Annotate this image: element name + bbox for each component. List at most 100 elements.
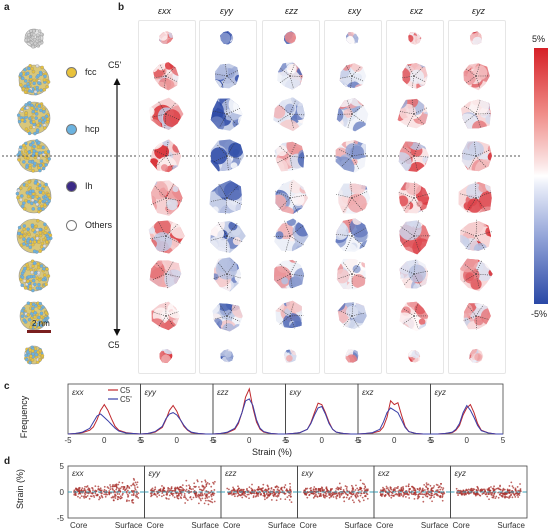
strain-map-c3-r7 xyxy=(337,302,367,330)
scatter-title-2: εzz xyxy=(225,469,237,478)
scatter-title-4: εxz xyxy=(378,469,390,478)
histogram-3-tick-1: 0 xyxy=(320,436,325,445)
strain-map-c0-r3 xyxy=(150,139,182,173)
histogram-1-tick-1: 0 xyxy=(175,436,180,445)
strain-map-c2-r1 xyxy=(277,61,303,90)
strain-map-c2-r2 xyxy=(273,97,306,132)
panel-d-scatter: 5 0 -5 εxx Core Surface εyy Core Surface εzz Core S… xyxy=(57,462,528,529)
scatter-2-surface-label: Surface xyxy=(268,521,296,529)
histogram-0-series-0 xyxy=(67,403,141,435)
strain-map-c5-r0 xyxy=(469,31,482,45)
strain-map-c2-r7 xyxy=(275,300,304,329)
strain-map-c1-r2 xyxy=(210,98,243,131)
nanoparticle-6 xyxy=(18,259,51,293)
strain-map-c1-r6 xyxy=(212,257,242,292)
scale-bar-label: 2 nm xyxy=(32,319,50,328)
strain-map-c5-r6 xyxy=(460,258,493,292)
histogram-4-series-1 xyxy=(357,407,431,435)
histogram-2-tick-0: -5 xyxy=(209,436,217,445)
histogram-1-series-1 xyxy=(140,412,213,435)
legend-fcc-label: fcc xyxy=(85,67,97,77)
panel-c-legend-label-0: C5 xyxy=(120,386,131,395)
scatter-title-1: εyy xyxy=(149,469,162,478)
column-frame-exz xyxy=(386,20,444,374)
strain-map-grid xyxy=(148,31,493,364)
histogram-5-series-0 xyxy=(430,403,503,435)
histogram-4-tick-0: -5 xyxy=(354,436,362,445)
strain-map-c5-r3 xyxy=(460,140,493,172)
panel-label-a: a xyxy=(4,2,10,13)
hcp-swatch-icon xyxy=(66,124,77,136)
histogram-3-tick-2: 5 xyxy=(356,436,361,445)
strain-map-c4-r6 xyxy=(399,258,430,289)
strain-map-c1-r3 xyxy=(210,139,245,172)
strain-map-c1-r8 xyxy=(220,349,234,363)
panel-d-ytick-1: 0 xyxy=(60,488,65,497)
histogram-5: εyz -5 0 5 xyxy=(427,383,506,445)
legend-hcp-label: hcp xyxy=(85,124,100,134)
strain-map-c0-r6 xyxy=(149,260,182,290)
strain-map-c0-r8 xyxy=(159,349,174,363)
nanoparticle-1 xyxy=(18,64,51,96)
legend-others: Others xyxy=(66,220,113,232)
scatter-3-surface-label: Surface xyxy=(344,521,372,529)
histogram-2-tick-1: 0 xyxy=(247,436,252,445)
strain-map-c3-r5 xyxy=(335,218,370,252)
histogram-0-tick-2: 5 xyxy=(138,436,143,445)
strain-map-c1-r4 xyxy=(209,180,243,215)
scatter-0-surface-label: Surface xyxy=(115,521,143,529)
histogram-1-series-0 xyxy=(140,404,213,435)
panel-label-d: d xyxy=(4,456,11,467)
header-exy: εxy xyxy=(348,6,361,16)
strain-map-c4-r1 xyxy=(401,63,428,89)
panel-c-histograms: εxx -5 0 5 εyy -5 0 5 εzz -5 0 5 εxy -5 0 5 εxz -5 0 5 εyz -5… xyxy=(64,383,506,445)
scatter-2-core-label: Core xyxy=(223,521,241,529)
column-frame-eyy xyxy=(199,20,257,374)
scatter-title-0: εxx xyxy=(72,469,85,478)
scatter-5-core-label: Core xyxy=(453,521,471,529)
strain-map-c3-r0 xyxy=(346,32,359,44)
strain-map-c3-r4 xyxy=(336,181,371,214)
others-swatch-icon xyxy=(66,220,77,232)
histogram-5-tick-1: 0 xyxy=(465,436,470,445)
strain-map-c0-r1 xyxy=(153,62,179,91)
colorbar xyxy=(534,48,548,304)
panel-label-b: b xyxy=(118,2,125,13)
strain-map-c0-r4 xyxy=(150,180,183,216)
strain-map-c1-r0 xyxy=(220,31,234,45)
scale-bar xyxy=(27,330,51,333)
histogram-3: εxy -5 0 5 xyxy=(282,383,361,445)
strain-map-c4-r5 xyxy=(399,220,431,255)
panel-label-c: c xyxy=(4,381,10,392)
strain-map-c1-r5 xyxy=(210,220,246,253)
strain-map-c5-r8 xyxy=(469,348,484,364)
scatter-title-5: εyz xyxy=(455,469,467,478)
scatter-1-core-label: Core xyxy=(147,521,165,529)
column-frame-ezz xyxy=(262,20,320,374)
histogram-1-tick-2: 5 xyxy=(211,436,216,445)
column-frame-eyz xyxy=(448,20,506,374)
panel-d-ylabel: Strain (%) xyxy=(15,469,25,510)
header-ezz: εzz xyxy=(285,6,298,16)
panel-c-ylabel: Frequency xyxy=(19,395,29,439)
panel-c-legend-label-1: C5' xyxy=(120,395,132,404)
legend-hcp: hcp xyxy=(66,124,100,136)
strain-map-c2-r4 xyxy=(275,179,309,215)
strain-map-c3-r6 xyxy=(336,258,367,290)
histogram-title-3: εxy xyxy=(290,388,303,397)
scatter-4: εxz Core Surface xyxy=(373,465,451,529)
c5-axis-arrow xyxy=(113,78,121,336)
nanoparticle-7 xyxy=(19,301,50,331)
histogram-4-tick-1: 0 xyxy=(392,436,397,445)
header-eyz: εyz xyxy=(472,6,485,16)
histogram-title-2: εzz xyxy=(217,388,229,397)
legend-others-label: Others xyxy=(85,220,113,230)
strain-map-c4-r7 xyxy=(399,301,429,332)
histogram-4-series-0 xyxy=(357,399,431,435)
column-frame-exy xyxy=(324,20,382,374)
panel-d-ytick-2: -5 xyxy=(57,514,65,523)
histogram-0: εxx -5 0 5 xyxy=(64,383,143,445)
strain-map-c3-r1 xyxy=(339,63,367,89)
scatter-4-surface-label: Surface xyxy=(421,521,449,529)
scatter-3-core-label: Core xyxy=(300,521,318,529)
